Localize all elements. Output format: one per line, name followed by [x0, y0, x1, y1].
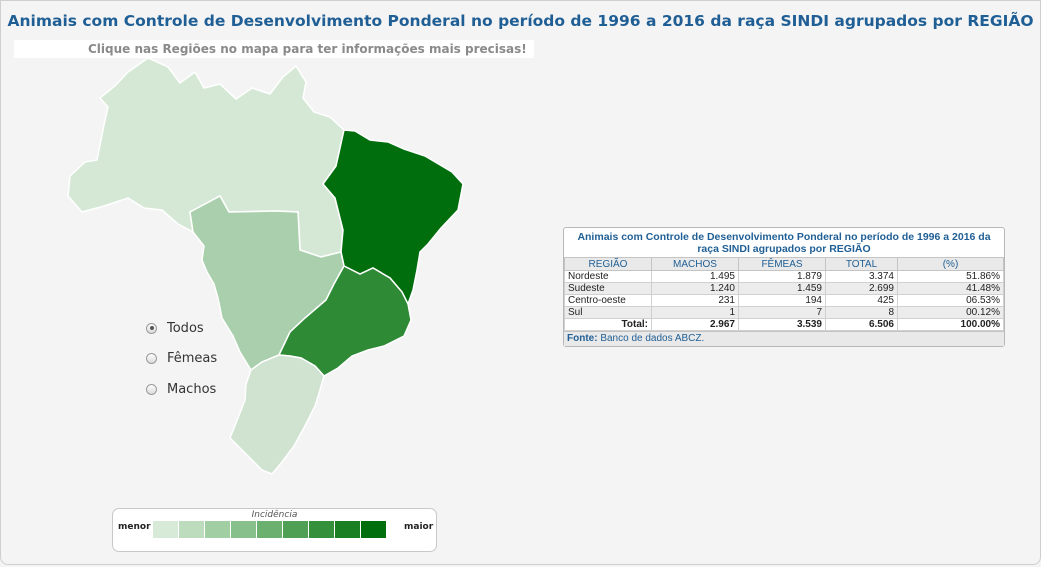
- instruction-bar: Clique nas Regiões no mapa para ter info…: [14, 40, 534, 58]
- radio-machos[interactable]: [146, 383, 157, 395]
- cell-machos: 1: [651, 306, 739, 319]
- table-source: Fonte: Banco de dados ABCZ.: [564, 331, 1004, 346]
- legend-swatch: [257, 521, 282, 538]
- legend-color-scale: [153, 521, 387, 538]
- page-title: Animais com Controle de Desenvolvimento …: [7, 12, 1034, 30]
- cell-total: 425: [825, 294, 898, 307]
- cell-region: Sul: [564, 306, 652, 319]
- radio-todos[interactable]: [146, 322, 157, 334]
- legend-swatch: [231, 521, 256, 538]
- cell-femeas: 7: [738, 306, 826, 319]
- cell-total-machos: 2.967: [651, 318, 739, 331]
- instruction-text: Clique nas Regiões no mapa para ter info…: [88, 42, 527, 56]
- table-header-row: REGIÃO MACHOS FÊMEAS TOTAL (%): [564, 257, 1004, 271]
- cell-total-femeas: 3.539: [738, 318, 826, 331]
- cell-region: Nordeste: [564, 270, 652, 283]
- map-region-sudeste[interactable]: [277, 265, 412, 377]
- cell-femeas: 194: [738, 294, 826, 307]
- table-total-row: Total: 2.967 3.539 6.506 100.00%: [564, 318, 1004, 331]
- cell-total-percent: 100.00%: [897, 318, 1004, 331]
- filter-label-todos: Todos: [167, 320, 204, 336]
- cell-femeas: 1.879: [738, 270, 826, 283]
- cell-total: 3.374: [825, 270, 898, 283]
- legend-swatch: [205, 521, 230, 538]
- table-row: Centro-oeste 231 194 425 06.53%: [564, 294, 1004, 307]
- col-header-regiao: REGIÃO: [564, 257, 652, 271]
- incidence-legend: Incidência menor maior: [112, 508, 437, 552]
- col-header-femeas: FÊMEAS: [738, 257, 826, 271]
- cell-region: Centro-oeste: [564, 294, 652, 307]
- filter-label-machos: Machos: [167, 381, 217, 397]
- legend-swatch: [283, 521, 308, 538]
- table-row: Sul 1 7 8 00.12%: [564, 306, 1004, 319]
- radio-femeas[interactable]: [146, 353, 157, 364]
- col-header-machos: MACHOS: [651, 257, 739, 271]
- cell-total: 2.699: [825, 282, 898, 295]
- legend-low-label: menor: [118, 522, 151, 532]
- sex-filter-group: Todos Fêmeas Machos: [146, 318, 217, 410]
- cell-percent: 06.53%: [897, 294, 1004, 307]
- cell-total: 8: [825, 306, 898, 319]
- cell-machos: 1.240: [651, 282, 739, 295]
- region-summary-table: Animais com Controle de Desenvolvimento …: [563, 227, 1005, 347]
- map-region-sul[interactable]: [229, 354, 325, 475]
- map-region-nordeste[interactable]: [322, 129, 464, 306]
- filter-option-todos[interactable]: Todos: [146, 318, 217, 338]
- cell-machos: 1.495: [651, 270, 739, 283]
- legend-swatch: [179, 521, 204, 538]
- legend-high-label: maior: [404, 522, 434, 532]
- cell-total-label: Total:: [564, 318, 652, 331]
- source-text: Banco de dados ABCZ.: [600, 333, 705, 344]
- table-row: Nordeste 1.495 1.879 3.374 51.86%: [564, 270, 1004, 283]
- cell-total-total: 6.506: [825, 318, 898, 331]
- cell-femeas: 1.459: [738, 282, 826, 295]
- map-region-norte[interactable]: [67, 57, 345, 258]
- cell-machos: 231: [651, 294, 739, 307]
- source-label: Fonte:: [567, 333, 598, 344]
- cell-percent: 51.86%: [897, 270, 1004, 283]
- legend-swatch: [335, 521, 360, 538]
- table-title: Animais com Controle de Desenvolvimento …: [577, 231, 991, 255]
- legend-swatch: [361, 521, 386, 538]
- col-header-percent: (%): [897, 257, 1004, 271]
- filter-option-femeas[interactable]: Fêmeas: [146, 349, 217, 369]
- legend-title: Incidência: [251, 510, 298, 520]
- cell-percent: 00.12%: [897, 306, 1004, 319]
- legend-swatch: [309, 521, 334, 538]
- filter-label-femeas: Fêmeas: [167, 351, 218, 366]
- cell-percent: 41.48%: [897, 282, 1004, 295]
- table-row: Sudeste 1.240 1.459 2.699 41.48%: [564, 282, 1004, 295]
- col-header-total: TOTAL: [825, 257, 898, 271]
- filter-option-machos[interactable]: Machos: [146, 379, 217, 399]
- legend-swatch: [153, 521, 178, 538]
- cell-region: Sudeste: [564, 282, 652, 295]
